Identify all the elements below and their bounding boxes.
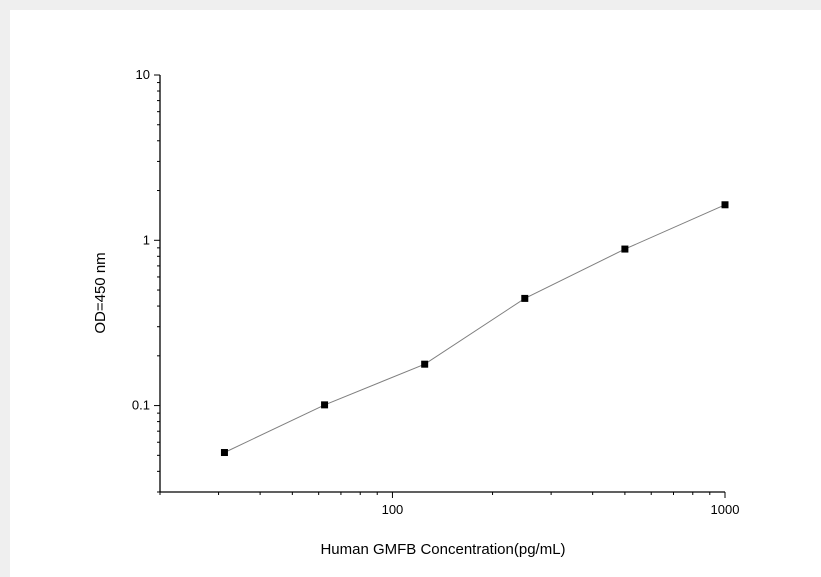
chart-panel: 100 1000 0.1 1 10 Human GMFB Concentration(p… — [10, 10, 821, 577]
y-tick-label: 0.1 — [132, 398, 150, 413]
y-tick-label: 10 — [136, 67, 150, 82]
x-tick-label: 100 — [382, 502, 404, 517]
chart-axes — [159, 75, 725, 493]
chart-plot: 100 1000 0.1 1 10 Human GMFB Concentration(p… — [92, 67, 740, 558]
chart-ticks: 100 1000 0.1 1 10 — [132, 67, 740, 517]
y-tick-label: 1 — [143, 232, 150, 247]
data-point — [220, 449, 228, 457]
data-point — [621, 245, 629, 253]
data-point — [721, 201, 729, 209]
x-tick-label: 1000 — [711, 502, 740, 517]
chart-labels: Human GMFB Concentration(pg/mL) OD=450 n… — [92, 252, 566, 558]
data-point — [421, 360, 429, 368]
x-axis-title: Human GMFB Concentration(pg/mL) — [320, 541, 565, 558]
series-line — [224, 204, 726, 453]
data-point — [521, 294, 529, 302]
chart-series — [220, 201, 729, 457]
data-point — [321, 401, 329, 409]
y-axis-title: OD=450 nm — [92, 252, 109, 333]
